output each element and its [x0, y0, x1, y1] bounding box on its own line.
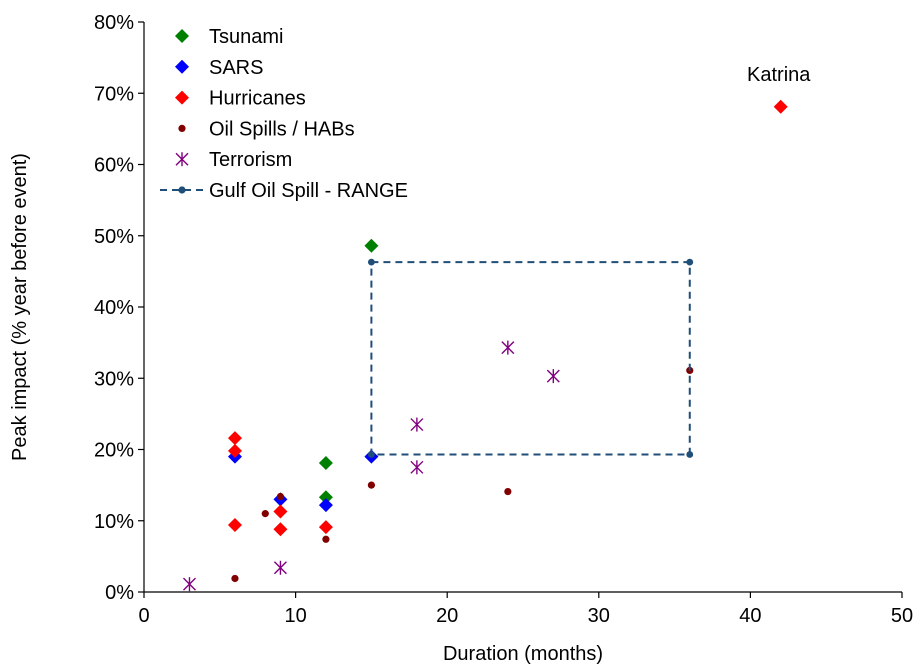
- data-point: [773, 99, 788, 114]
- annotation-label: Katrina: [747, 64, 811, 86]
- data-series: [182, 99, 788, 592]
- x-tick-label: 0: [138, 605, 149, 627]
- series-tsunami: [318, 238, 379, 505]
- x-tick-label: 10: [284, 605, 306, 627]
- series-hurricanes: [227, 99, 788, 537]
- axes: 0% 10% 20% 30% 40% 50% 60% 70% 80% 0 10 20 30 40 50: [94, 12, 913, 627]
- data-point: [686, 258, 694, 266]
- data-point: [261, 510, 269, 518]
- x-axis-ticks: 0 10 20 30 40 50: [138, 592, 913, 627]
- annotations: Katrina: [747, 64, 811, 86]
- data-point: [318, 456, 333, 471]
- series-gulf-oil-spill-range: [368, 258, 694, 458]
- data-point: [227, 518, 242, 533]
- data-point: [501, 340, 515, 355]
- legend-item: SARS: [175, 57, 263, 79]
- data-point: [318, 498, 333, 513]
- y-axis-ticks: 0% 10% 20% 30% 40% 50% 60% 70% 80%: [94, 12, 144, 604]
- x-axis-label: Duration (months): [443, 643, 603, 665]
- y-tick-label: 10%: [94, 511, 134, 533]
- data-point: [504, 487, 512, 496]
- data-point: [318, 490, 333, 505]
- y-tick-label: 30%: [94, 368, 134, 390]
- data-point: [227, 443, 242, 458]
- data-point: [231, 574, 239, 583]
- data-point: [368, 258, 375, 266]
- data-point: [273, 504, 288, 519]
- legend: Tsunami SARS Hurricanes Oil Spills / HABs Te…: [160, 26, 408, 202]
- legend-marker: [178, 186, 186, 194]
- x-tick-label: 50: [891, 605, 913, 627]
- data-point: [410, 417, 424, 432]
- range-line: [370, 261, 691, 456]
- legend-marker: [175, 29, 189, 43]
- y-tick-label: 60%: [94, 155, 134, 177]
- series-sars: [227, 449, 379, 513]
- legend-marker: [175, 90, 189, 105]
- x-tick-label: 30: [588, 605, 610, 627]
- data-point: [182, 577, 196, 592]
- y-tick-label: 80%: [94, 12, 134, 34]
- legend-item: Terrorism: [175, 149, 292, 171]
- x-tick-label: 20: [436, 605, 458, 627]
- y-axis-label: Peak impact (% year before event): [9, 153, 31, 461]
- legend-item: Tsunami: [175, 26, 283, 48]
- y-tick-label: 20%: [94, 440, 134, 462]
- data-point: [276, 492, 285, 501]
- data-point: [273, 560, 287, 575]
- legend-label: Gulf Oil Spill - RANGE: [209, 180, 408, 202]
- y-tick-label: 0%: [105, 582, 134, 604]
- y-tick-label: 40%: [94, 297, 134, 319]
- legend-label: Tsunami: [209, 26, 283, 48]
- data-point: [686, 451, 694, 458]
- legend-marker: [175, 59, 189, 74]
- data-point: [367, 481, 375, 489]
- data-point: [318, 520, 333, 535]
- legend-label: Terrorism: [209, 149, 292, 171]
- data-point: [227, 431, 242, 446]
- data-point: [273, 522, 288, 537]
- legend-item: Hurricanes: [175, 88, 306, 110]
- legend-label: SARS: [209, 57, 263, 79]
- legend-label: Oil Spills / HABs: [209, 118, 355, 140]
- data-point: [322, 535, 330, 543]
- y-tick-label: 50%: [94, 226, 134, 248]
- series-terrorism: [182, 340, 560, 592]
- y-tick-label: 70%: [94, 83, 134, 105]
- data-point: [364, 238, 379, 253]
- x-tick-label: 40: [739, 605, 761, 627]
- legend-marker: [178, 124, 186, 132]
- data-point: [410, 460, 424, 475]
- legend-item: Gulf Oil Spill - RANGE: [160, 180, 408, 202]
- series-oil-spills-habs: [231, 366, 694, 583]
- legend-marker: [175, 152, 189, 167]
- data-point: [368, 451, 375, 458]
- legend-label: Hurricanes: [209, 88, 306, 110]
- data-point: [546, 369, 560, 384]
- legend-item: Oil Spills / HABs: [178, 118, 355, 140]
